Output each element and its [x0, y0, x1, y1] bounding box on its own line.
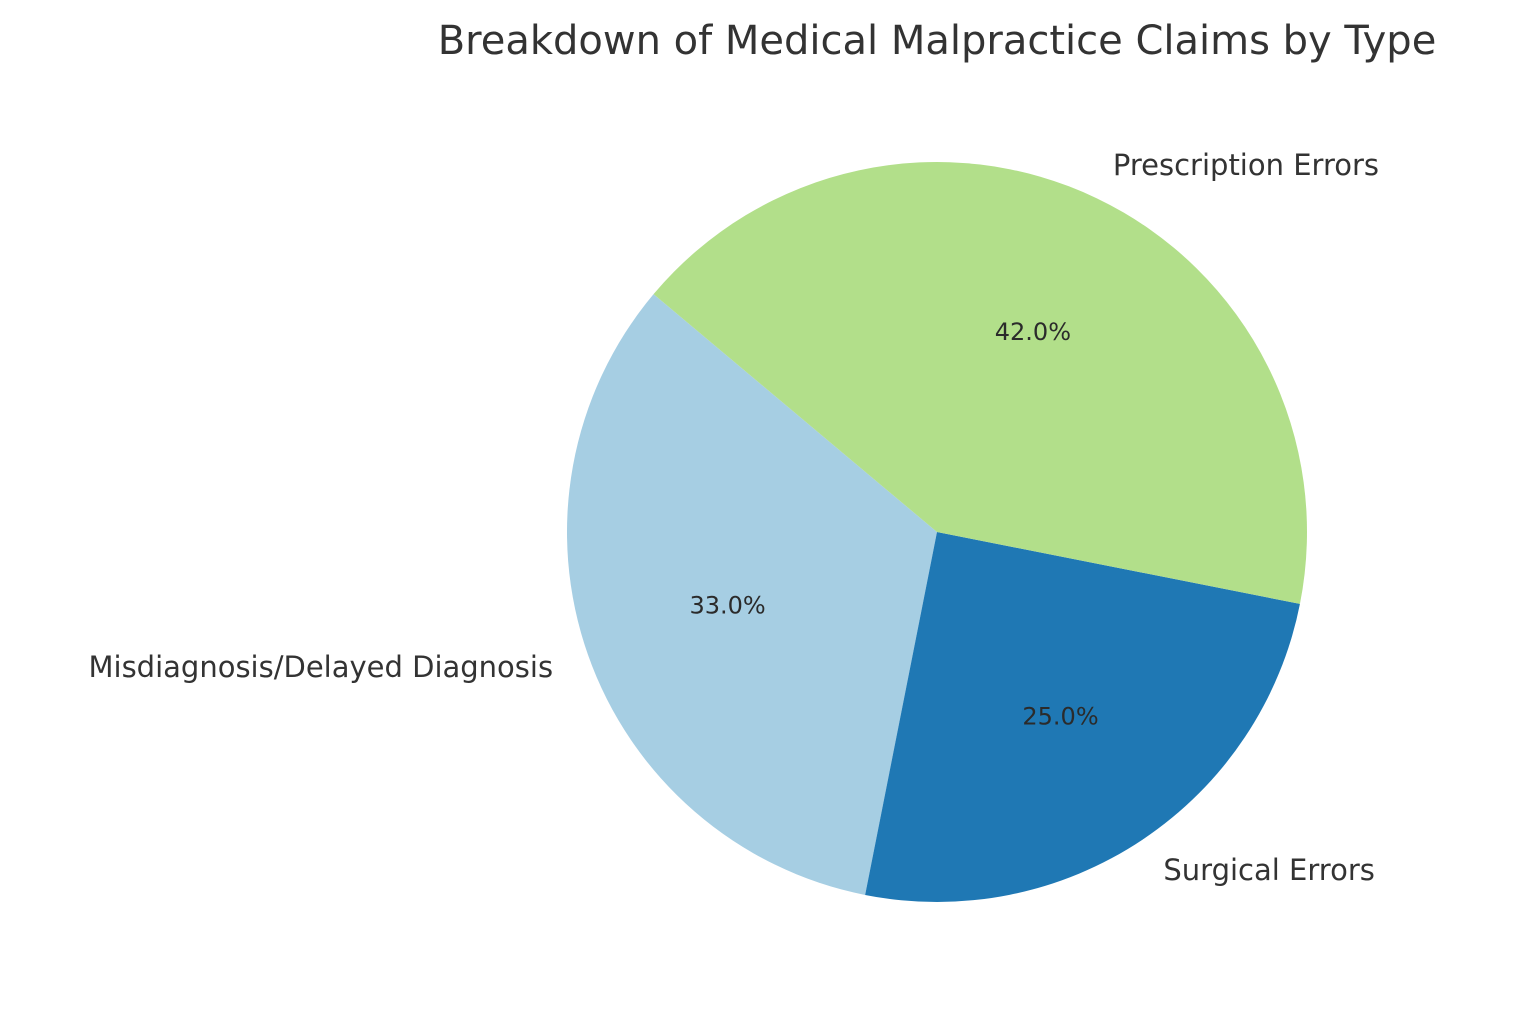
percent-label-misdiagnosis-delayed-diagnosis: 33.0% [689, 592, 765, 620]
category-labels: Misdiagnosis/Delayed Diagnosis Surgical E… [88, 148, 1379, 887]
pie-slices [566, 162, 1307, 902]
chart-title: Breakdown of Medical Malpractice Claims … [438, 18, 1437, 64]
pie-slice-surgical-errors [865, 532, 1300, 902]
percent-labels: 33.0% 25.0% 42.0% [689, 318, 1098, 731]
category-label-prescription-errors: Prescription Errors [1113, 148, 1379, 182]
percent-label-prescription-errors: 42.0% [995, 318, 1071, 346]
category-label-misdiagnosis-delayed-diagnosis: Misdiagnosis/Delayed Diagnosis [88, 650, 553, 684]
pie-slice-prescription-errors [653, 162, 1307, 604]
category-label-surgical-errors: Surgical Errors [1163, 853, 1374, 887]
pie-slice-misdiagnosis-delayed-diagnosis [566, 294, 937, 895]
percent-label-surgical-errors: 25.0% [1022, 703, 1098, 731]
